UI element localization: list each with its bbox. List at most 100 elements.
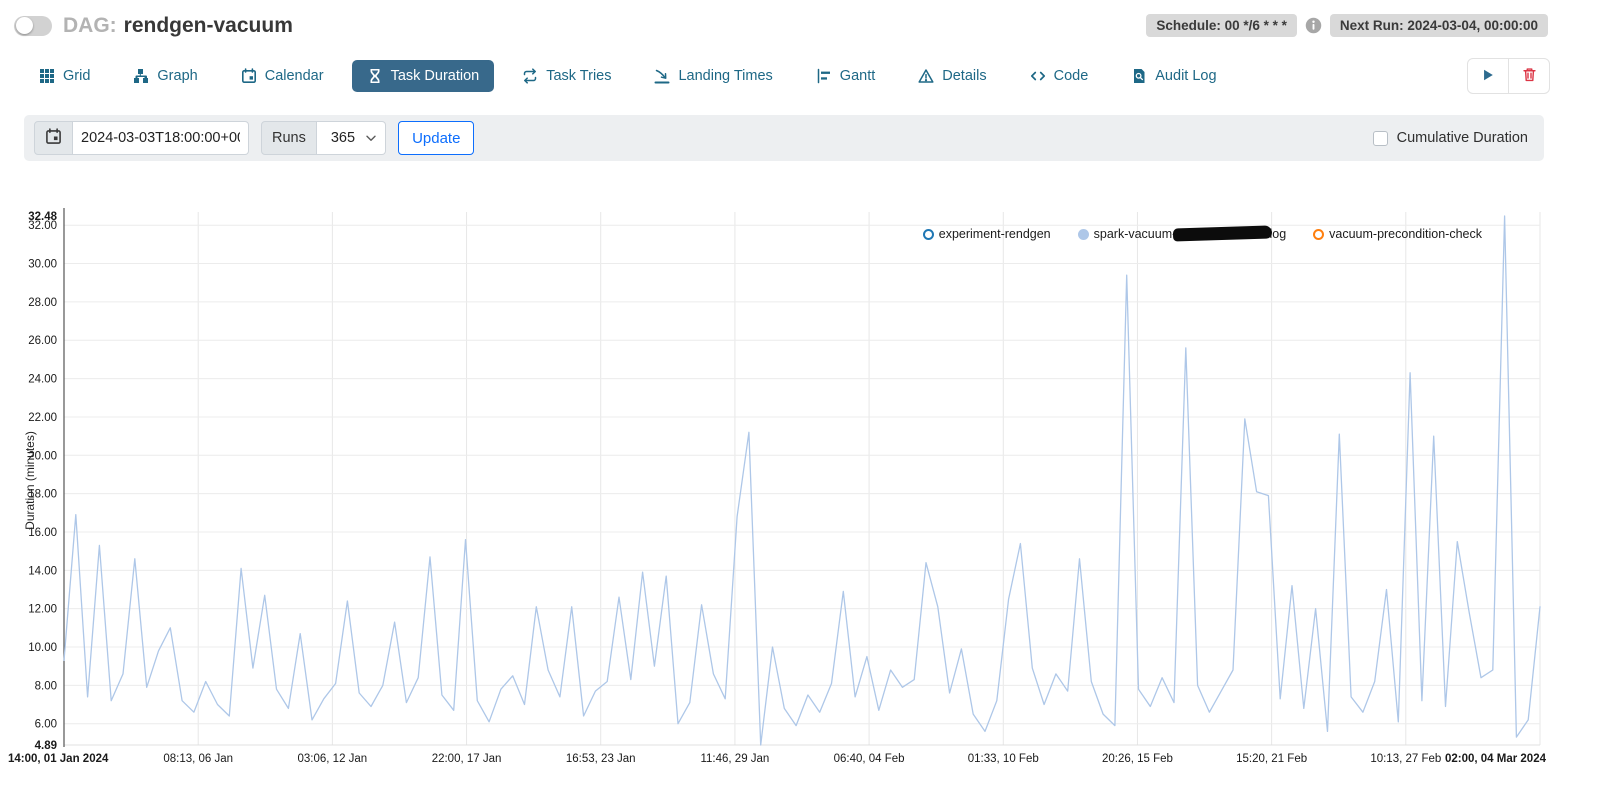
svg-text:6.00: 6.00	[35, 719, 57, 731]
svg-text:32.48: 32.48	[28, 211, 57, 223]
task-duration-chart-area: experiment-rendgen spark-vacuum- -log vac…	[0, 194, 1600, 772]
svg-text:32.00: 32.00	[28, 220, 57, 232]
chart-legend: experiment-rendgen spark-vacuum- -log vac…	[922, 225, 1482, 242]
chevron-down-icon	[366, 130, 376, 146]
legend-marker-hollow-orange-icon	[1313, 228, 1325, 240]
runs-label: Runs	[261, 121, 317, 155]
tab-audit-log[interactable]: Audit Log	[1116, 60, 1231, 92]
filter-bar: Runs 365 Update Cumulative Duration	[24, 115, 1544, 161]
tab-label: Audit Log	[1155, 68, 1217, 84]
svg-text:06:40, 04 Feb: 06:40, 04 Feb	[834, 753, 905, 765]
tab-label: Grid	[63, 68, 91, 84]
svg-text:22.00: 22.00	[28, 412, 57, 424]
legend-item-vacuum-precondition-check[interactable]: vacuum-precondition-check	[1313, 227, 1482, 241]
tab-calendar[interactable]: Calendar	[226, 60, 339, 92]
svg-text:24.00: 24.00	[28, 374, 57, 386]
svg-text:10:13, 27 Feb: 10:13, 27 Feb	[1370, 753, 1441, 765]
pause-toggle[interactable]	[14, 15, 52, 36]
svg-text:8.00: 8.00	[35, 680, 57, 692]
base-date-input[interactable]	[73, 121, 249, 155]
actions-divider	[1508, 59, 1509, 93]
legend-item-experiment-rendgen[interactable]: experiment-rendgen	[922, 227, 1051, 241]
cumulative-duration-label: Cumulative Duration	[1396, 130, 1528, 146]
tab-code[interactable]: Code	[1015, 60, 1104, 92]
dag-nav: Grid Graph Calendar Task Duration Task T…	[0, 58, 1600, 94]
tab-label: Gantt	[839, 68, 876, 84]
view-tabs: Grid Graph Calendar Task Duration Task T…	[24, 60, 1232, 92]
legend-item-spark-vacuum-log[interactable]: spark-vacuum- -log	[1077, 225, 1287, 242]
airflow-dag-page: DAG: rendgen-vacuum Schedule: 00 */6 * *…	[0, 0, 1600, 772]
tab-label: Calendar	[264, 68, 324, 84]
svg-text:30.00: 30.00	[28, 259, 57, 271]
play-icon	[1481, 68, 1495, 85]
update-button[interactable]: Update	[398, 121, 475, 155]
audit-log-icon	[1131, 68, 1147, 84]
dag-label: DAG:	[63, 13, 117, 37]
svg-text:03:06, 12 Jan: 03:06, 12 Jan	[298, 753, 368, 765]
legend-marker-filled-lightblue-icon	[1077, 228, 1089, 240]
delete-dag-button[interactable]	[1509, 59, 1549, 93]
svg-text:26.00: 26.00	[28, 335, 57, 347]
svg-text:14:00, 01 Jan 2024: 14:00, 01 Jan 2024	[8, 753, 109, 765]
svg-text:20:26, 15 Feb: 20:26, 15 Feb	[1102, 753, 1173, 765]
svg-text:4.89: 4.89	[35, 740, 57, 752]
toggle-knob-icon	[16, 17, 33, 34]
svg-text:02:00, 04 Mar 2024: 02:00, 04 Mar 2024	[1445, 753, 1547, 765]
svg-text:20.00: 20.00	[28, 450, 57, 462]
svg-text:14.00: 14.00	[28, 565, 57, 577]
legend-label: spark-vacuum- -log	[1093, 225, 1287, 242]
tab-label: Graph	[157, 68, 198, 84]
base-date-group	[34, 121, 249, 155]
code-icon	[1030, 68, 1046, 84]
dag-title-group: DAG: rendgen-vacuum	[14, 14, 293, 38]
hourglass-icon	[367, 68, 383, 84]
tab-landing-times[interactable]: Landing Times	[639, 60, 787, 92]
svg-text:28.00: 28.00	[28, 297, 57, 309]
page-title: rendgen-vacuum	[123, 13, 293, 37]
svg-text:Duration (minutes): Duration (minutes)	[23, 431, 37, 530]
tab-grid[interactable]: Grid	[24, 60, 105, 92]
gantt-icon	[816, 68, 832, 84]
repeat-icon	[522, 68, 538, 84]
tab-gantt[interactable]: Gantt	[801, 60, 890, 92]
date-picker-button[interactable]	[34, 121, 73, 155]
cumulative-duration-checkbox[interactable]	[1372, 130, 1388, 146]
trash-icon	[1522, 67, 1537, 85]
tab-details[interactable]: Details	[903, 60, 1001, 92]
tab-graph[interactable]: Graph	[118, 60, 212, 92]
dag-schedule-info: Schedule: 00 */6 * * * Next Run: 2024-03…	[1146, 14, 1548, 37]
svg-text:08:13, 06 Jan: 08:13, 06 Jan	[163, 753, 233, 765]
filter-controls: Runs 365 Update	[34, 121, 475, 155]
redaction-scribble	[1173, 225, 1273, 242]
svg-text:12.00: 12.00	[28, 604, 57, 616]
calendar-icon	[241, 68, 257, 84]
tab-label: Code	[1053, 68, 1089, 84]
legend-label: vacuum-precondition-check	[1329, 227, 1482, 241]
graph-icon	[133, 68, 149, 84]
svg-text:16.00: 16.00	[28, 527, 57, 539]
dag-header: DAG: rendgen-vacuum Schedule: 00 */6 * *…	[0, 0, 1600, 42]
svg-text:22:00, 17 Jan: 22:00, 17 Jan	[432, 753, 502, 765]
svg-text:01:33, 10 Feb: 01:33, 10 Feb	[968, 753, 1039, 765]
svg-text:15:20, 21 Feb: 15:20, 21 Feb	[1236, 753, 1307, 765]
svg-text:11:46, 29 Jan: 11:46, 29 Jan	[700, 753, 769, 765]
calendar-picker-icon	[45, 127, 62, 149]
tab-label: Task Tries	[546, 68, 612, 84]
num-runs-group: Runs 365	[261, 121, 387, 155]
info-icon[interactable]	[1305, 17, 1322, 34]
cumulative-duration-control: Cumulative Duration	[1372, 130, 1528, 146]
warning-triangle-icon	[918, 68, 934, 84]
dag-actions	[1467, 58, 1550, 94]
schedule-badge: Schedule: 00 */6 * * *	[1146, 14, 1297, 37]
svg-text:18.00: 18.00	[28, 489, 57, 501]
grid-icon	[39, 68, 55, 84]
tab-task-tries[interactable]: Task Tries	[507, 60, 626, 92]
tab-task-duration[interactable]: Task Duration	[351, 60, 495, 92]
num-runs-select[interactable]: 365	[316, 121, 387, 155]
tab-label: Landing Times	[678, 68, 773, 84]
next-run-badge: Next Run: 2024-03-04, 00:00:00	[1329, 14, 1548, 37]
svg-text:16:53, 23 Jan: 16:53, 23 Jan	[566, 753, 636, 765]
plane-landing-icon	[654, 68, 670, 84]
trigger-dag-button[interactable]	[1468, 59, 1508, 93]
